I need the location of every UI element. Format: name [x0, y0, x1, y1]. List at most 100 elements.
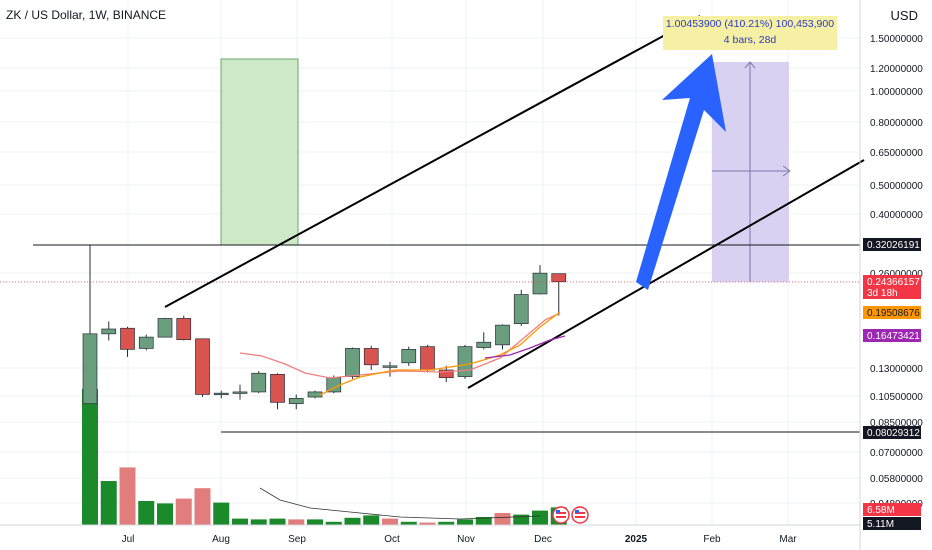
price-tag: 5.11M: [863, 517, 921, 530]
volume-bar: [157, 503, 173, 525]
flag-circle: [552, 506, 570, 524]
symbol-title[interactable]: ZK / US Dollar, 1W, BINANCE: [6, 8, 167, 22]
price-tick-label: 0.08500000: [870, 418, 923, 429]
volume-bar: [250, 519, 267, 525]
currency-label[interactable]: USD: [890, 8, 918, 23]
flag-stripe: [556, 512, 566, 514]
volume-ma-line: [259, 487, 541, 520]
projection-arrowhead: [782, 165, 791, 177]
candle: [270, 373, 285, 410]
candle-body: [138, 336, 154, 349]
volume-bar: [344, 517, 361, 525]
price-tag-bg: [863, 517, 921, 530]
price-tag-label: 6.58M: [867, 505, 895, 516]
volume-bar: [438, 521, 455, 525]
price-tag: 0.16473421: [863, 329, 921, 342]
candlesticks: [82, 245, 567, 410]
price-tick-label: 0.40000000: [870, 210, 923, 221]
volume-bar: [307, 519, 323, 525]
candle: [120, 326, 135, 357]
ema-fast-line: [319, 311, 561, 396]
time-tick-label: Oct: [384, 534, 400, 545]
flag-canton: [556, 510, 560, 513]
price-tick-label: 0.05800000: [870, 474, 923, 485]
candle-body: [363, 348, 379, 366]
candle-body: [120, 327, 135, 350]
candle: [232, 384, 248, 400]
volume-bar: [269, 518, 286, 525]
price-tick-label: 0.26000000: [870, 269, 923, 280]
time-axis[interactable]: Jul Aug Sep Oct Nov Dec 2025 Feb Mar: [0, 524, 860, 545]
volume-bar: [232, 518, 248, 525]
volume-bar: [400, 521, 417, 525]
candle-body: [532, 272, 548, 295]
price-tag-bg: [863, 426, 921, 439]
price-tag: 0.19508676: [863, 306, 921, 319]
volume-bar: [175, 498, 192, 525]
time-tick-label: Nov: [457, 534, 475, 545]
candle: [82, 245, 98, 405]
candle-body: [195, 338, 210, 395]
volume-bar: [457, 519, 473, 525]
candle-body: [401, 348, 417, 364]
projection-arrowhead-up: [744, 61, 756, 69]
candle-body: [457, 346, 473, 377]
price-tag-bg: [863, 275, 921, 299]
candle-body: [495, 324, 510, 346]
volume-bar: [194, 488, 211, 525]
price-tag-label: 0.16473421: [867, 331, 920, 342]
channel-upper-line: [164, 15, 701, 308]
flag-stripe: [575, 512, 585, 514]
flag-stripe: [575, 516, 585, 518]
volume-bar: [325, 521, 342, 525]
flag-circle: [571, 506, 589, 524]
candle: [288, 394, 304, 410]
candle: [363, 345, 379, 371]
volume-bar: [494, 513, 511, 525]
candle-body: [157, 318, 173, 338]
flag-canton: [575, 510, 579, 513]
price-tag: 0.08029312: [863, 426, 921, 439]
measure-duration: 4 bars, 28d: [723, 34, 777, 46]
candle: [101, 321, 117, 341]
volume-bar: [513, 514, 530, 525]
measure-tooltip: 1.00453900 (410.21%) 100,453,900 4 bars,…: [663, 16, 837, 50]
price-tag-countdown: 3d 18h: [867, 288, 898, 299]
drawing-overlays: [0, 15, 865, 433]
ema-slow-line: [239, 312, 561, 379]
candle: [176, 315, 192, 341]
candle: [438, 365, 454, 383]
candle: [457, 344, 473, 379]
candle-body: [288, 397, 304, 405]
candle-body: [101, 328, 117, 335]
price-tick-label: 0.10500000: [870, 392, 923, 403]
time-tick-label: Jul: [122, 534, 135, 545]
price-tick-label: 1.00000000: [870, 87, 923, 98]
volume-bar: [419, 522, 436, 525]
candle-body: [345, 348, 360, 377]
volume-bar: [363, 515, 380, 525]
price-tag-label: 0.24366157: [867, 277, 920, 288]
flag-stripe: [556, 516, 566, 518]
price-axis[interactable]: 1.50000000 1.20000000 1.00000000 0.80000000…: [859, 0, 923, 550]
candle: [251, 371, 267, 394]
candle-body: [176, 318, 192, 340]
volume-bar: [532, 510, 548, 525]
ema-purple-line: [484, 335, 566, 359]
price-tag-label: 0.08029312: [867, 428, 920, 439]
green-target-zone: [220, 58, 299, 246]
price-tag-label: 0.32026191: [867, 240, 920, 251]
price-tick-label: 0.50000000: [870, 181, 923, 192]
candle-body: [551, 273, 567, 283]
price-tick-label: 0.65000000: [870, 148, 923, 159]
candle: [420, 344, 435, 373]
candle: [551, 273, 567, 316]
price-tick-label: 1.20000000: [870, 64, 923, 75]
volume-bar: [82, 389, 98, 525]
time-tick-label: Sep: [288, 534, 306, 545]
price-tag: 0.32026191: [863, 238, 921, 251]
volume-bar: [213, 502, 230, 525]
